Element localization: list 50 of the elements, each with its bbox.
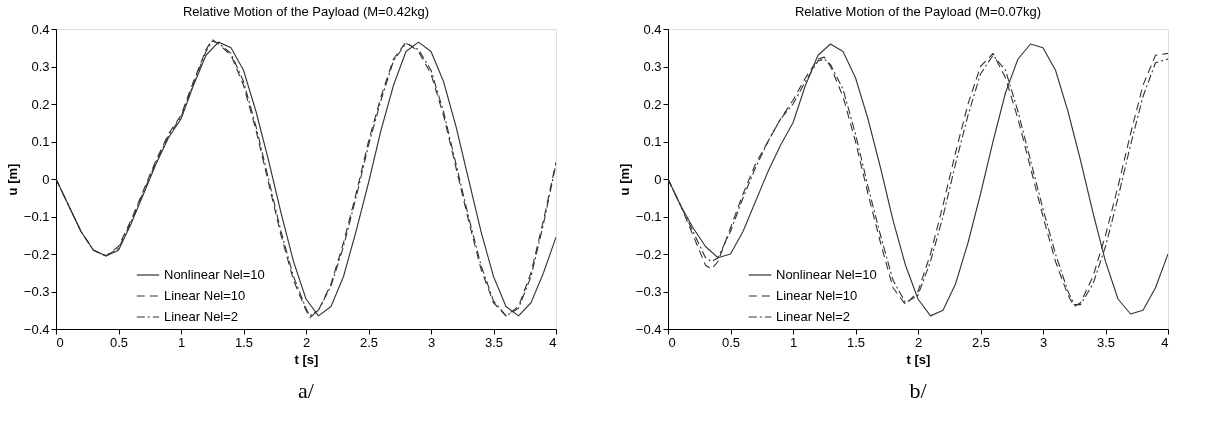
x-tick-label: 1.5	[846, 334, 866, 350]
x-tick-label: 0.5	[109, 334, 129, 350]
legend-label: Linear Nel=2	[776, 309, 851, 324]
x-tick-label: 1	[789, 334, 798, 350]
text: a/	[298, 378, 315, 403]
y-tick-label: 0	[654, 171, 662, 187]
x-tick-label: 0	[668, 334, 676, 350]
chart-title: Relative Motion of the Payload (M=0.42kg)	[182, 4, 430, 19]
y-tick-label: −0.1	[635, 209, 662, 224]
x-tick-label: 0	[56, 334, 64, 350]
x-axis-title: t [s]	[906, 351, 931, 367]
y-tick-label: −0.2	[635, 246, 662, 262]
y-axis-title: u [m]	[616, 163, 632, 196]
x-tick-label: 2.5	[971, 334, 991, 350]
legend-label: Linear Nel=2	[164, 309, 239, 324]
x-tick-label: 3	[427, 334, 436, 350]
x-tick-label: 3	[1039, 334, 1048, 350]
y-tick-label: 0.4	[31, 21, 50, 37]
y-tick-label: −0.1	[23, 209, 50, 224]
legend-label: Linear Nel=10	[164, 288, 246, 303]
x-tick-label: 2	[914, 334, 923, 350]
x-tick-label: 2	[302, 334, 311, 350]
y-tick-label: 0.1	[643, 134, 662, 149]
x-tick-label: 1	[177, 334, 186, 350]
chart-title: Relative Motion of the Payload (M=0.07kg)	[794, 4, 1042, 19]
x-tick-label: 3.5	[1096, 334, 1116, 350]
y-tick-label: −0.3	[635, 284, 662, 299]
y-tick-label: −0.3	[23, 284, 50, 299]
x-tick-label: 0.5	[721, 334, 741, 350]
y-tick-label: 0.4	[643, 21, 662, 37]
x-tick-label: 2.5	[359, 334, 379, 350]
text: b/	[909, 378, 928, 403]
legend-label: Nonlinear Nel=10	[164, 267, 265, 282]
x-tick-label: 3.5	[484, 334, 504, 350]
x-tick-label: 1.5	[234, 334, 254, 350]
y-tick-label: 0.2	[31, 96, 50, 112]
x-tick-label: 4	[549, 334, 557, 350]
y-tick-label: −0.4	[635, 321, 662, 337]
y-tick-label: −0.4	[23, 321, 50, 337]
legend-label: Nonlinear Nel=10	[776, 267, 877, 282]
legend-label: Linear Nel=10	[776, 288, 858, 303]
x-tick-label: 4	[1161, 334, 1169, 350]
y-tick-label: 0	[42, 171, 50, 187]
y-tick-label: 0.3	[643, 59, 662, 74]
y-axis-title: u [m]	[4, 163, 20, 196]
y-tick-label: 0.1	[31, 134, 50, 149]
x-axis-title: t [s]	[294, 351, 319, 367]
y-tick-label: 0.3	[31, 59, 50, 74]
y-tick-label: 0.2	[643, 96, 662, 112]
y-tick-label: −0.2	[23, 246, 50, 262]
